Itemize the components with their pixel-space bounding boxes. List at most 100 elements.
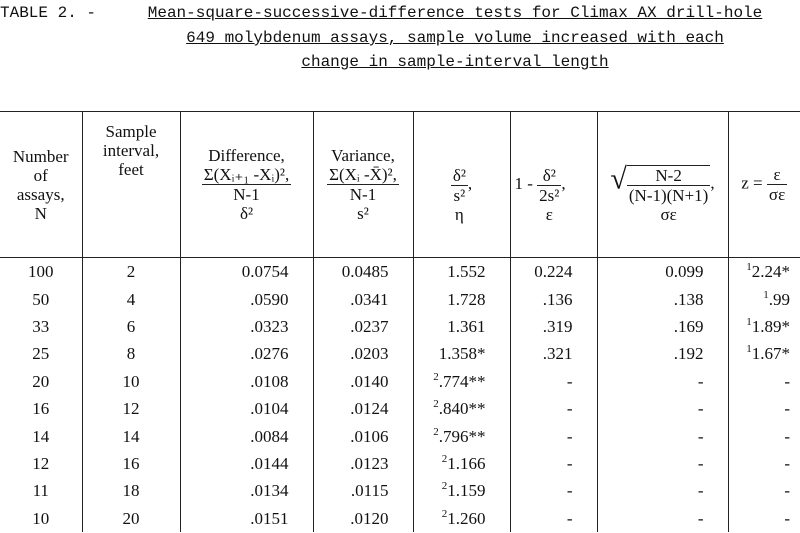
- table-cell: 14: [81, 422, 180, 450]
- footnote-mark: 2: [433, 398, 439, 411]
- fraction: N-2 (N-1)(N+1) σε: [626, 165, 711, 224]
- numerator: Σ(Xᵢ -X̄)²,: [327, 165, 399, 185]
- footnote-mark: 1: [746, 261, 752, 274]
- table-cell: 2.796**: [412, 422, 510, 450]
- table-cell: 0.0754: [179, 257, 313, 286]
- fraction: Σ(Xᵢ -X̄)², N-1 s²: [327, 165, 399, 223]
- denominator: s²: [453, 185, 466, 205]
- table-cell: .0120: [312, 504, 413, 532]
- symbol: δ²: [239, 204, 254, 223]
- symbol: σε: [660, 205, 677, 224]
- table-cell: 8: [81, 340, 180, 368]
- table-cell: -: [727, 477, 800, 505]
- cell-text: .774**: [438, 371, 486, 391]
- table-row: 25 8.0276.0203 1.358* .321.192 11.67*: [0, 340, 800, 368]
- table-cell: -: [509, 477, 597, 505]
- table-cell: -: [509, 394, 597, 423]
- table-row: 20 10.0108.0140 2.774** - - -: [0, 367, 800, 395]
- footnote-mark: 2: [433, 425, 439, 438]
- table-row: 12 16.0144.0123 21.166- - -: [0, 449, 800, 478]
- title-line: Mean-square-successive-difference tests …: [120, 4, 790, 22]
- table-cell: 0.099: [596, 257, 728, 286]
- footnote-mark: 2: [441, 507, 448, 520]
- symbol: ε: [545, 204, 553, 224]
- footnote-mark: 1: [746, 315, 752, 328]
- table-cell: -: [509, 504, 597, 532]
- denominator: N-1: [233, 185, 260, 204]
- table-cell: -: [596, 394, 728, 423]
- table-cell: -: [596, 422, 728, 450]
- table-cell: 4: [81, 285, 180, 313]
- header-cell: Number of assays, N: [0, 111, 82, 258]
- table-cell: .0104: [179, 394, 313, 423]
- table-cell: 12: [81, 394, 180, 423]
- fraction: δ² 2s² ε: [537, 166, 562, 224]
- table-cell: 11.67*: [727, 340, 800, 368]
- header-cell: 1 - δ² 2s² ε ,: [509, 111, 597, 258]
- header-cell: Sample interval, feet: [81, 111, 180, 258]
- table-cell: 2: [81, 257, 180, 286]
- footnote-mark: 2: [433, 370, 439, 383]
- table-cell: .0108: [179, 367, 313, 395]
- header-cell: √ N-2 (N-1)(N+1) σε ,: [596, 111, 728, 258]
- table-cell: .138: [596, 285, 728, 313]
- suffix: ,: [467, 173, 473, 193]
- denominator: (N-1)(N+1): [628, 186, 709, 205]
- table-cell: .0140: [312, 367, 413, 395]
- prefix: z =: [741, 173, 763, 193]
- table-cell: .0341: [312, 285, 413, 313]
- numerator: ε: [766, 165, 788, 185]
- table-row: 16 12.0104.0124 2.840** - - -: [0, 394, 800, 423]
- table-row: 14 14.0084.0106 2.796** - - -: [0, 422, 800, 450]
- table-cell: 20: [32, 371, 50, 391]
- header-text: N: [34, 203, 47, 223]
- symbol: s²: [357, 204, 369, 223]
- table-cell: 12.24*: [727, 257, 800, 286]
- footnote-mark: 2: [441, 452, 448, 465]
- header-text: of: [33, 165, 48, 185]
- header-text: interval,: [102, 141, 160, 160]
- table-body: 100 2 0.0754 0.0485 1.552 0.224 0.099 12.24* 50 4…: [0, 257, 800, 532]
- table-cell: 1.358*: [412, 340, 510, 368]
- header-text: Sample: [105, 122, 157, 141]
- table-row: 33 6.0323.0237 1.361.319.169 11.89*: [0, 312, 800, 341]
- table-cell: 10: [81, 367, 180, 395]
- table-cell: -: [727, 367, 800, 395]
- prefix: 1 -: [514, 173, 533, 193]
- table-cell: -: [596, 367, 728, 395]
- cell-text: 1.67*: [751, 344, 790, 364]
- title-line: change in sample-interval length: [120, 53, 790, 71]
- radicand: N-2 (N-1)(N+1): [626, 165, 711, 205]
- table-cell: 16: [81, 449, 180, 478]
- table-cell: .0203: [312, 340, 413, 368]
- table-label: TABLE 2. -: [0, 4, 97, 22]
- cell-text: 1.89*: [751, 316, 790, 336]
- table-cell: -: [727, 504, 800, 532]
- header-text: Number: [12, 146, 69, 166]
- header-text: Difference,: [208, 146, 285, 165]
- numerator: Σ(Xᵢ₊₁ -Xᵢ)²,: [201, 165, 292, 185]
- numerator: N-2: [626, 166, 711, 186]
- cell-text: 1.260: [447, 508, 486, 528]
- table-cell: .136: [509, 285, 597, 313]
- title-line: 649 molybdenum assays, sample volume inc…: [120, 29, 790, 47]
- numerator: δ²: [537, 166, 562, 186]
- table-cell: 1.728: [412, 285, 510, 313]
- table-cell: 20: [81, 504, 180, 532]
- data-table: Number of assays, N Sample interval, fee…: [0, 111, 800, 532]
- table-cell: .0134: [179, 477, 313, 505]
- title-text: change in sample-interval length: [301, 53, 609, 71]
- table-cell: -: [596, 449, 728, 478]
- table-cell: .321: [509, 340, 597, 368]
- header-text: Variance,: [331, 146, 395, 165]
- table-cell: .0590: [179, 285, 313, 313]
- denominator: σε: [768, 185, 786, 204]
- cell-text: 1.159: [447, 481, 486, 501]
- cell-text: 2.24*: [751, 262, 790, 282]
- table-cell: 21.159: [412, 477, 510, 505]
- table-cell: .169: [596, 312, 728, 341]
- cell-text: .99: [768, 289, 790, 309]
- table-cell: 1.361: [412, 312, 510, 341]
- table-cell: 0.0485: [312, 257, 413, 286]
